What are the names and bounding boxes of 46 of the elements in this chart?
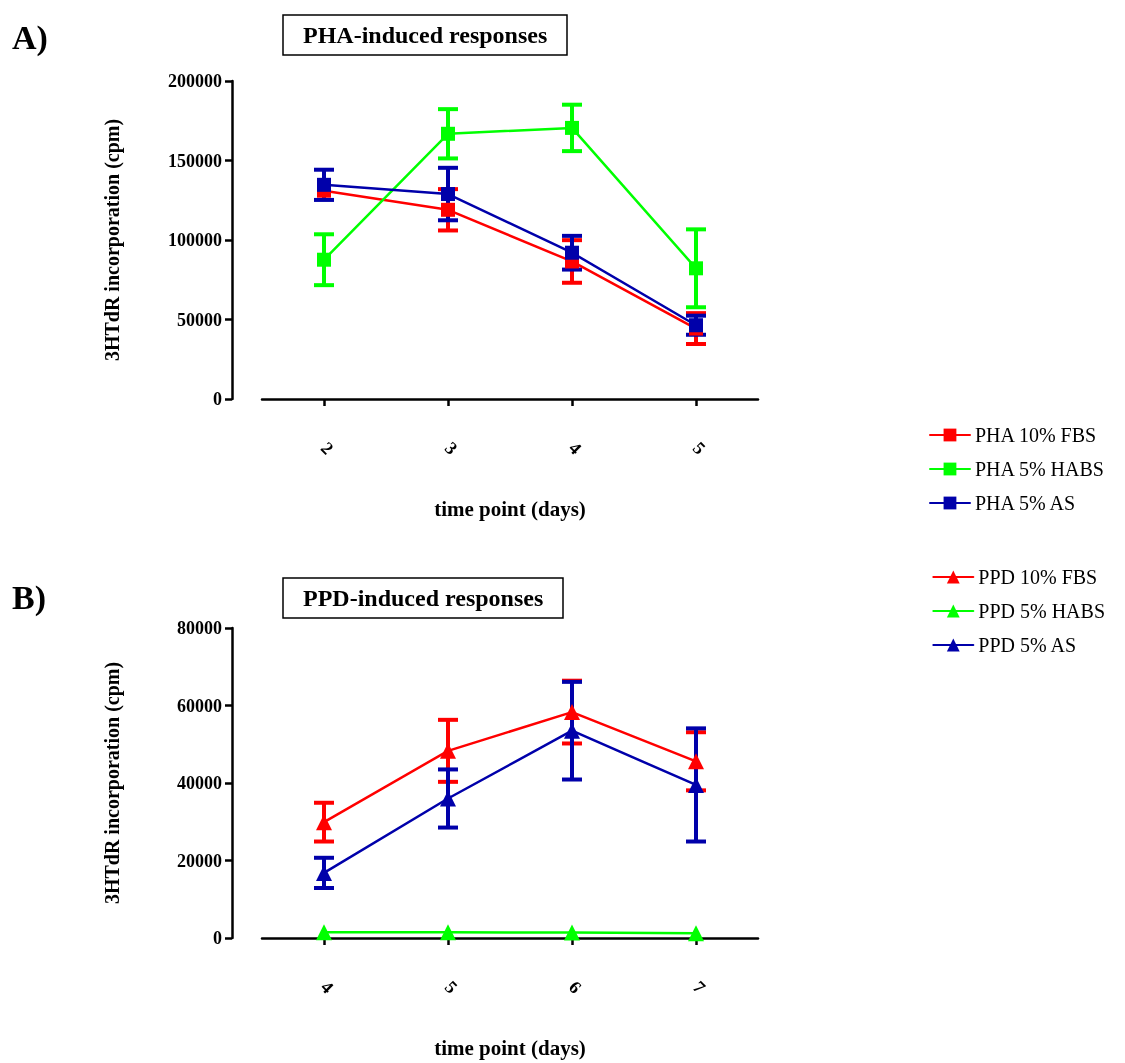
point <box>317 177 331 192</box>
y-axis-title: 3HTdR incorporation (cpm) <box>101 661 124 905</box>
point <box>565 245 579 260</box>
legend-label: PPD 5% AS <box>978 634 1077 656</box>
y-tick-label: 20000 <box>177 850 222 871</box>
x-tick-label: 3 <box>440 437 462 459</box>
legend-label: PPD 10% FBS <box>978 566 1098 588</box>
point <box>688 925 704 942</box>
x-tick-label: 4 <box>564 437 586 459</box>
y-tick-label: 150000 <box>168 150 222 171</box>
x-tick-label: 7 <box>688 976 710 998</box>
y-tick-label: 0 <box>213 928 222 948</box>
y-tick-label: 60000 <box>177 695 222 716</box>
point <box>441 126 455 141</box>
text: A) <box>12 18 48 57</box>
chart-title: PPD-induced responses <box>303 585 544 611</box>
y-tick-label: 40000 <box>177 773 222 793</box>
y-axis-title: 3HTdR incorporation (cpm) <box>101 118 124 362</box>
point <box>689 261 703 276</box>
legend-label: PHA 5% AS <box>974 492 1076 514</box>
point <box>565 120 579 135</box>
text: B) <box>12 578 46 617</box>
x-tick-label: 5 <box>688 437 710 459</box>
x-tick-label: 5 <box>440 976 462 998</box>
x-axis-title: time point (days) <box>434 496 586 521</box>
point <box>564 924 580 941</box>
y-tick-label: 200000 <box>168 71 222 91</box>
x-tick-label: 2 <box>316 437 338 459</box>
legend-label: PHA 10% FBS <box>974 424 1097 446</box>
legend-label: PPD 5% HABS <box>978 600 1105 622</box>
point <box>564 704 580 721</box>
point <box>688 753 704 770</box>
y-tick-label: 0 <box>213 389 222 409</box>
x-tick-label: 6 <box>564 976 586 998</box>
chart-title: PHA-induced responses <box>303 22 548 48</box>
point <box>440 924 456 941</box>
x-axis-title: time point (days) <box>434 1035 586 1060</box>
point <box>316 924 332 941</box>
point <box>441 202 455 217</box>
legend-label: PHA 5% HABS <box>974 458 1104 480</box>
y-tick-label: 50000 <box>177 309 222 330</box>
x-tick-label: 4 <box>316 976 338 998</box>
y-tick-label: 80000 <box>177 618 222 638</box>
point <box>317 252 331 267</box>
y-tick-label: 100000 <box>168 230 222 250</box>
point <box>441 187 455 202</box>
